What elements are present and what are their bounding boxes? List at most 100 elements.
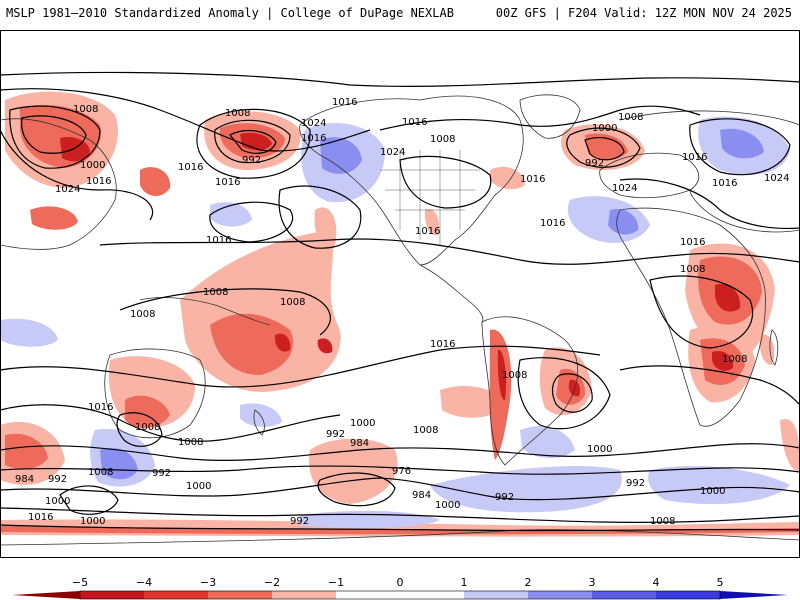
colorbar-swatch xyxy=(144,591,208,599)
coastline-asia-west xyxy=(0,118,117,250)
isobar-label: 1000 xyxy=(435,500,460,511)
isobar-label: 992 xyxy=(495,492,514,503)
colorbar-tick-label: −4 xyxy=(136,576,152,589)
isobar-label: 1008 xyxy=(178,437,203,448)
colorbar-swatch xyxy=(656,591,720,599)
isobar-label: 1000 xyxy=(80,160,105,171)
isobar xyxy=(379,105,701,131)
isobar-label: 1000 xyxy=(186,481,211,492)
anomaly-positive-area xyxy=(520,426,575,459)
isobar-label: 984 xyxy=(412,490,431,501)
anomaly-positive-area xyxy=(648,465,790,505)
colorbar-tick-label: 0 xyxy=(397,576,404,589)
isobar xyxy=(196,108,311,179)
isobar-label: 992 xyxy=(326,429,345,440)
isobar-label: 1016 xyxy=(682,152,707,163)
isobar xyxy=(0,71,800,87)
coastline-greenland xyxy=(519,94,581,139)
anomaly-negative-area xyxy=(60,136,90,162)
colorbar-swatch xyxy=(208,591,272,599)
colorbar-tick-label: 5 xyxy=(717,576,724,589)
coastline-eurasia xyxy=(619,110,800,233)
isobar xyxy=(399,155,492,209)
model-run-info: 00Z GFS | F204 Valid: 12Z MON NOV 24 202… xyxy=(495,6,792,20)
anomaly-negative-area xyxy=(140,167,171,196)
isobar xyxy=(9,105,101,169)
isobar xyxy=(119,288,331,336)
isobar-label: 1008 xyxy=(722,354,747,365)
isobar xyxy=(517,357,611,430)
isobar-label: 1008 xyxy=(413,425,438,436)
isobar xyxy=(278,185,362,249)
colorbar-ticks: −5 −4 −3 −2 −1 0 1 2 3 4 5 xyxy=(72,576,724,589)
isobar-label: 1016 xyxy=(415,226,440,237)
isobar xyxy=(619,178,800,229)
isobar xyxy=(209,201,294,243)
coastline-central-america xyxy=(419,264,484,323)
colorbar-tick-label: −1 xyxy=(328,576,344,589)
isobars xyxy=(0,71,800,532)
isobar-label: 1008 xyxy=(618,112,643,123)
isobar-label: 1000 xyxy=(587,444,612,455)
isobar-label: 1008 xyxy=(225,108,250,119)
anomaly-positive-area xyxy=(0,318,58,347)
isobar-label: 1016 xyxy=(680,237,705,248)
isobar-label: 992 xyxy=(585,158,604,169)
isobar xyxy=(551,373,593,413)
anomaly-negative-area xyxy=(780,419,800,471)
isobar-label: 1008 xyxy=(650,516,675,527)
coastline-madagascar xyxy=(769,329,779,366)
isobar-label: 1024 xyxy=(380,147,405,158)
isobar-label: 1024 xyxy=(612,183,637,194)
isobar-label: 984 xyxy=(15,474,34,485)
isobar-label: 1016 xyxy=(332,97,357,108)
isobar xyxy=(0,465,800,475)
isobar xyxy=(214,119,291,164)
isobar-label: 1008 xyxy=(135,422,160,433)
anomaly-negative-area xyxy=(309,438,398,504)
isobar xyxy=(229,129,277,154)
coastline-new-zealand xyxy=(253,409,265,436)
colorbar-tick-label: −3 xyxy=(200,576,216,589)
isobar xyxy=(0,443,800,461)
isobar-label: 1016 xyxy=(215,177,240,188)
anomaly-negative-area xyxy=(317,338,333,354)
colorbar-swatch xyxy=(464,591,528,599)
colorbar-swatch xyxy=(272,591,336,599)
anomaly-negative-area xyxy=(759,334,775,366)
anomaly-negative-area xyxy=(440,385,505,418)
isobar-label: 1008 xyxy=(680,264,705,275)
isobar-label: 1008 xyxy=(73,104,98,115)
isobar-label: 992 xyxy=(242,155,261,166)
isobar xyxy=(0,129,154,221)
coastline-africa xyxy=(616,207,766,427)
map-title: MSLP 1981–2010 Standardized Anomaly | Co… xyxy=(6,6,454,20)
isobar xyxy=(0,524,800,532)
isobar xyxy=(116,412,163,447)
isobar xyxy=(689,118,791,176)
isobar-label: 1000 xyxy=(350,418,375,429)
anomaly-shading xyxy=(0,91,800,537)
isobar xyxy=(0,88,371,152)
isobar-label: 1008 xyxy=(280,297,305,308)
colorbar-swatch xyxy=(80,591,144,599)
isobar xyxy=(0,345,601,388)
isobar xyxy=(21,115,87,154)
isobar-label: 1016 xyxy=(178,162,203,173)
anomaly-negative-area xyxy=(568,379,580,397)
coastline-indonesia xyxy=(139,297,271,326)
isobar-label: 1008 xyxy=(203,287,228,298)
isobar-label: 1000 xyxy=(592,123,617,134)
isobar-label: 1000 xyxy=(80,516,105,527)
anomaly-positive-area xyxy=(240,403,282,427)
isobar-label: 1016 xyxy=(540,218,565,229)
isobar-label: 992 xyxy=(48,474,67,485)
isobar-label: 976 xyxy=(392,466,411,477)
isobar-label: 1008 xyxy=(88,467,113,478)
isobar-label: 1016 xyxy=(402,117,427,128)
anomaly-negative-area xyxy=(125,395,170,428)
continent-outlines xyxy=(0,94,800,546)
anomaly-negative-area xyxy=(715,283,741,312)
isobar xyxy=(619,365,800,406)
isobar xyxy=(649,275,754,349)
